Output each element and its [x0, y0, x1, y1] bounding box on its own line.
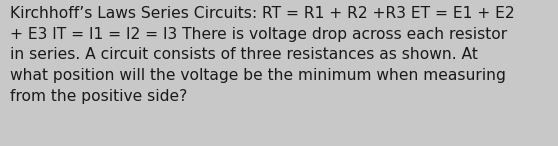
- Text: Kirchhoff’s Laws Series Circuits: RT = R1 + R2 +R3 ET = E1 + E2
+ E3 IT = I1 = I: Kirchhoff’s Laws Series Circuits: RT = R…: [10, 6, 514, 104]
